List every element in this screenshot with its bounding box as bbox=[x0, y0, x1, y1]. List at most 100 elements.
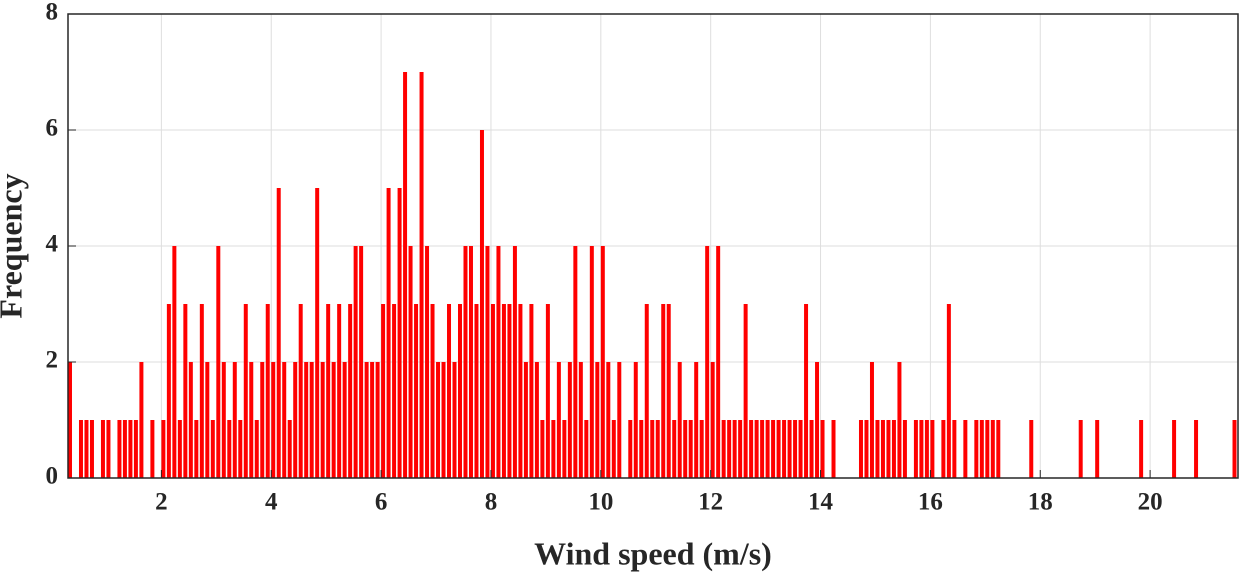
bar bbox=[447, 304, 452, 478]
bar bbox=[666, 304, 671, 478]
bar bbox=[946, 304, 951, 478]
bar bbox=[353, 246, 358, 478]
bar bbox=[419, 72, 424, 478]
bar bbox=[655, 420, 660, 478]
bar bbox=[776, 420, 781, 478]
bar bbox=[1095, 420, 1100, 478]
bar bbox=[573, 246, 578, 478]
bar bbox=[694, 362, 699, 478]
bar bbox=[639, 420, 644, 478]
bar bbox=[507, 304, 512, 478]
bar bbox=[941, 420, 946, 478]
bar bbox=[880, 420, 885, 478]
bar bbox=[1139, 420, 1144, 478]
bar bbox=[578, 362, 583, 478]
bar bbox=[529, 304, 534, 478]
bar bbox=[221, 362, 226, 478]
bar bbox=[858, 420, 863, 478]
bar bbox=[754, 420, 759, 478]
x-axis-label: Wind speed (m/s) bbox=[534, 535, 772, 571]
bar bbox=[375, 362, 380, 478]
bar bbox=[496, 246, 501, 478]
x-tick-label: 6 bbox=[375, 489, 388, 516]
bar bbox=[227, 420, 232, 478]
bar bbox=[100, 420, 105, 478]
bar bbox=[403, 72, 408, 478]
bar bbox=[732, 420, 737, 478]
bar bbox=[699, 420, 704, 478]
x-tick-label: 2 bbox=[155, 489, 168, 516]
bar bbox=[243, 304, 248, 478]
bar bbox=[595, 362, 600, 478]
bar bbox=[793, 420, 798, 478]
bar bbox=[875, 420, 880, 478]
bar bbox=[1172, 420, 1177, 478]
bar bbox=[452, 362, 457, 478]
bar bbox=[425, 246, 430, 478]
bar bbox=[512, 246, 517, 478]
bar bbox=[364, 362, 369, 478]
bar bbox=[205, 362, 210, 478]
bar bbox=[787, 420, 792, 478]
bar bbox=[309, 362, 314, 478]
bar bbox=[133, 420, 138, 478]
bar bbox=[996, 420, 1001, 478]
bar bbox=[128, 420, 133, 478]
bar bbox=[633, 362, 638, 478]
bar bbox=[216, 246, 221, 478]
bar bbox=[342, 362, 347, 478]
bar bbox=[117, 420, 122, 478]
bar bbox=[282, 362, 287, 478]
bar bbox=[348, 304, 353, 478]
bar bbox=[287, 420, 292, 478]
bar bbox=[705, 246, 710, 478]
bar bbox=[298, 304, 303, 478]
bar bbox=[139, 362, 144, 478]
bar bbox=[523, 362, 528, 478]
x-tick-label: 10 bbox=[588, 489, 613, 516]
bar bbox=[606, 362, 611, 478]
bar bbox=[331, 362, 336, 478]
bar bbox=[84, 420, 89, 478]
bar bbox=[210, 420, 215, 478]
bar bbox=[902, 420, 907, 478]
bar bbox=[930, 420, 935, 478]
bar bbox=[381, 304, 386, 478]
bar bbox=[749, 420, 754, 478]
bar bbox=[463, 246, 468, 478]
bar bbox=[408, 246, 413, 478]
bar bbox=[985, 420, 990, 478]
bar bbox=[479, 130, 484, 478]
bar bbox=[249, 362, 254, 478]
bar bbox=[919, 420, 924, 478]
bar bbox=[589, 246, 594, 478]
bar bbox=[710, 362, 715, 478]
bar bbox=[265, 304, 270, 478]
bar bbox=[979, 420, 984, 478]
bar bbox=[474, 304, 479, 478]
bar bbox=[458, 304, 462, 478]
bar bbox=[177, 420, 182, 478]
bar bbox=[320, 362, 325, 478]
bar bbox=[897, 362, 902, 478]
bar bbox=[886, 420, 891, 478]
bar bbox=[584, 420, 589, 478]
bar bbox=[122, 420, 127, 478]
bar bbox=[721, 420, 726, 478]
bar bbox=[551, 420, 556, 478]
bar bbox=[534, 362, 539, 478]
x-tick-label: 14 bbox=[808, 489, 834, 516]
bar bbox=[386, 188, 391, 478]
bar bbox=[161, 420, 166, 478]
bar bbox=[628, 420, 633, 478]
bar bbox=[392, 304, 397, 478]
bar bbox=[815, 362, 820, 478]
bar bbox=[869, 362, 874, 478]
bar bbox=[436, 362, 441, 478]
bar bbox=[913, 420, 918, 478]
bar bbox=[232, 362, 237, 478]
bar bbox=[644, 304, 649, 478]
bar bbox=[545, 304, 550, 478]
bar bbox=[804, 304, 809, 478]
